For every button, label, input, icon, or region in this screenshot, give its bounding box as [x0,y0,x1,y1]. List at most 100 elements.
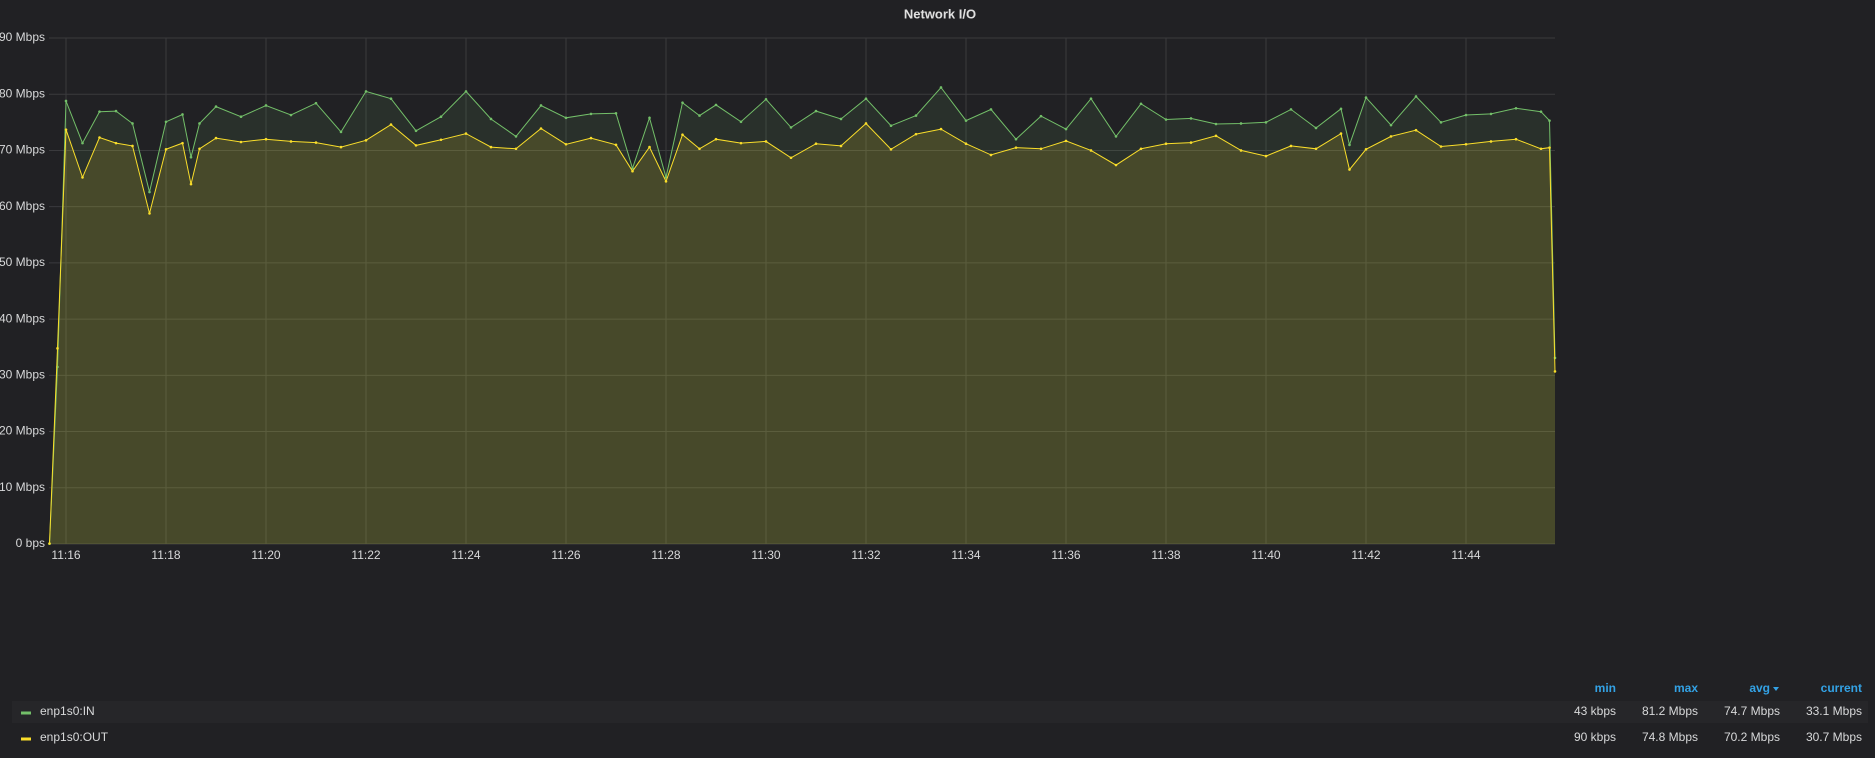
data-point [1389,123,1393,127]
data-point [514,147,518,151]
data-point [914,114,918,117]
data-point [1214,134,1218,138]
data-point [814,109,818,113]
y-tick-label: 10 Mbps [0,480,45,494]
data-point [1014,146,1018,149]
data-point [1348,168,1351,171]
data-point [1339,132,1343,135]
data-point [1289,108,1293,111]
data-point [1189,117,1193,120]
data-point [698,147,701,151]
data-point [714,137,718,141]
data-point [198,147,201,151]
data-point [1489,112,1493,116]
data-point [439,115,443,119]
y-tick-label: 60 Mbps [0,199,45,213]
data-point [264,104,268,107]
data-point [189,182,193,186]
data-point [64,128,68,131]
data-point [214,105,218,108]
data-point [214,136,218,140]
data-point [614,112,618,115]
series-area [49,87,1555,544]
data-point [439,138,443,142]
data-point [964,119,968,122]
data-point [1548,146,1551,149]
data-point [114,109,118,113]
x-tick-label: 11:38 [1151,548,1180,562]
y-tick-label: 40 Mbps [0,311,45,325]
data-point [839,144,843,148]
data-point [198,122,201,125]
data-point [339,145,343,149]
legend-column-header[interactable]: min [1595,681,1616,695]
legend-column-header[interactable]: avg [1749,681,1770,695]
x-tick-label: 11:28 [651,548,680,562]
data-point [81,141,84,145]
y-tick-label: 30 Mbps [0,368,45,382]
data-point [614,143,618,147]
data-point [964,142,968,145]
data-point [939,127,943,131]
data-point [339,130,343,134]
x-tick-label: 11:44 [1451,548,1480,562]
data-point [631,169,634,173]
data-point [1539,147,1543,151]
data-point [131,122,134,125]
data-point [1239,122,1243,125]
x-tick-label: 11:24 [451,548,480,562]
data-point [148,190,151,194]
data-point [489,145,493,149]
data-point [1414,128,1418,132]
data-point [1339,107,1343,111]
legend-stat: 33.1 Mbps [1806,704,1862,718]
data-point [1364,148,1368,151]
legend-row-background [12,701,1868,723]
data-point [514,135,518,138]
data-point [648,116,651,120]
data-point [739,120,743,124]
data-point [539,104,543,107]
data-point [1089,97,1093,101]
data-point [98,110,101,113]
legend-column-header[interactable]: current [1821,681,1862,695]
data-point [264,137,268,141]
y-tick-label: 50 Mbps [0,255,45,269]
legend-series-name[interactable]: enp1s0:OUT [40,730,109,744]
legend-stat: 90 kbps [1574,730,1616,744]
data-point [1264,154,1268,158]
panel-title[interactable]: Network I/O [904,6,976,21]
data-point [464,132,468,135]
legend-series-name[interactable]: enp1s0:IN [40,704,95,718]
data-point [1389,135,1393,138]
data-point [1364,96,1368,99]
data-point [1489,140,1493,143]
series-area [49,123,1555,544]
legend-column-header[interactable]: max [1674,681,1698,695]
data-point [989,153,993,157]
data-point [389,97,393,101]
data-point [764,140,768,143]
data-point [1039,114,1043,118]
data-point [64,99,68,103]
data-point [289,113,293,117]
y-tick-label: 70 Mbps [0,143,45,157]
legend-stat: 74.7 Mbps [1724,704,1780,718]
data-point [181,113,184,116]
data-point [189,155,193,159]
data-point [98,136,101,139]
legend-stat: 74.8 Mbps [1642,730,1698,744]
y-tick-label: 90 Mbps [0,30,45,44]
y-tick-label: 0 bps [16,536,45,550]
data-point [589,136,593,140]
data-point [1189,141,1193,144]
x-tick-label: 11:42 [1351,548,1380,562]
data-point [1239,149,1243,152]
data-point [1114,135,1118,138]
legend-stat: 43 kbps [1574,704,1616,718]
data-point [648,145,651,149]
data-point [464,90,468,93]
